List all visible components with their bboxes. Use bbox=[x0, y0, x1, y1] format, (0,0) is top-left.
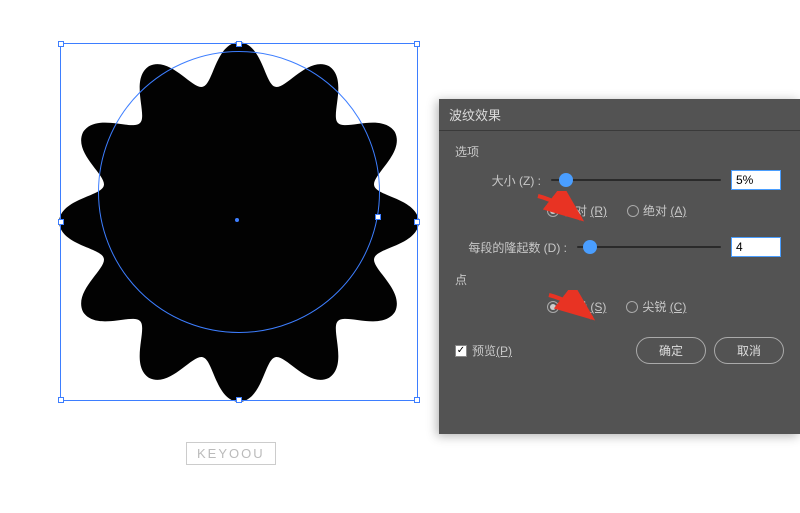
selection-handle-ml[interactable] bbox=[58, 219, 64, 225]
ok-button[interactable]: 确定 bbox=[636, 337, 706, 364]
ridges-input[interactable] bbox=[731, 237, 781, 257]
checkbox-icon: ✓ bbox=[455, 345, 467, 357]
preview-checkbox[interactable]: ✓ 预览(P) bbox=[455, 342, 512, 359]
watermark: KEYOOU bbox=[186, 442, 276, 465]
absolute-label: 绝对 (A) bbox=[643, 202, 686, 219]
relative-radio[interactable]: 相对 (R) bbox=[547, 202, 607, 219]
preview-label: 预览(P) bbox=[472, 342, 512, 359]
size-input[interactable] bbox=[731, 170, 781, 190]
absolute-radio[interactable]: 绝对 (A) bbox=[627, 202, 686, 219]
radio-icon bbox=[627, 205, 639, 217]
selection-bounding-box[interactable] bbox=[60, 43, 418, 401]
selection-handle-tr[interactable] bbox=[414, 41, 420, 47]
point-group-label: 点 bbox=[455, 271, 784, 288]
size-label: 大小 (Z) : bbox=[455, 172, 541, 189]
selection-handle-tl[interactable] bbox=[58, 41, 64, 47]
ridges-slider[interactable] bbox=[577, 246, 721, 248]
options-group-label: 选项 bbox=[455, 143, 784, 160]
radio-icon bbox=[547, 205, 559, 217]
size-slider[interactable] bbox=[551, 179, 721, 181]
ridges-slider-thumb[interactable] bbox=[583, 240, 597, 254]
smooth-radio[interactable]: 平滑 (S) bbox=[547, 298, 606, 315]
selection-handle-bl[interactable] bbox=[58, 397, 64, 403]
ripple-effect-dialog: 波纹效果 选项 大小 (Z) : 相对 (R) 绝对 (A) 每段的隆起数 (D… bbox=[439, 99, 800, 434]
radio-icon bbox=[626, 301, 638, 313]
dialog-title: 波纹效果 bbox=[439, 99, 800, 131]
size-slider-thumb[interactable] bbox=[559, 173, 573, 187]
selection-handle-mr[interactable] bbox=[414, 219, 420, 225]
relative-label: 相对 (R) bbox=[563, 202, 607, 219]
sharp-label: 尖锐 (C) bbox=[642, 298, 686, 315]
canvas-area: KEYOOU bbox=[0, 0, 445, 513]
selection-handle-bm[interactable] bbox=[236, 397, 242, 403]
cancel-button[interactable]: 取消 bbox=[714, 337, 784, 364]
ridges-label: 每段的隆起数 (D) : bbox=[455, 239, 567, 256]
selection-handle-tm[interactable] bbox=[236, 41, 242, 47]
smooth-label: 平滑 (S) bbox=[563, 298, 606, 315]
selection-handle-br[interactable] bbox=[414, 397, 420, 403]
radio-icon bbox=[547, 301, 559, 313]
sharp-radio[interactable]: 尖锐 (C) bbox=[626, 298, 686, 315]
